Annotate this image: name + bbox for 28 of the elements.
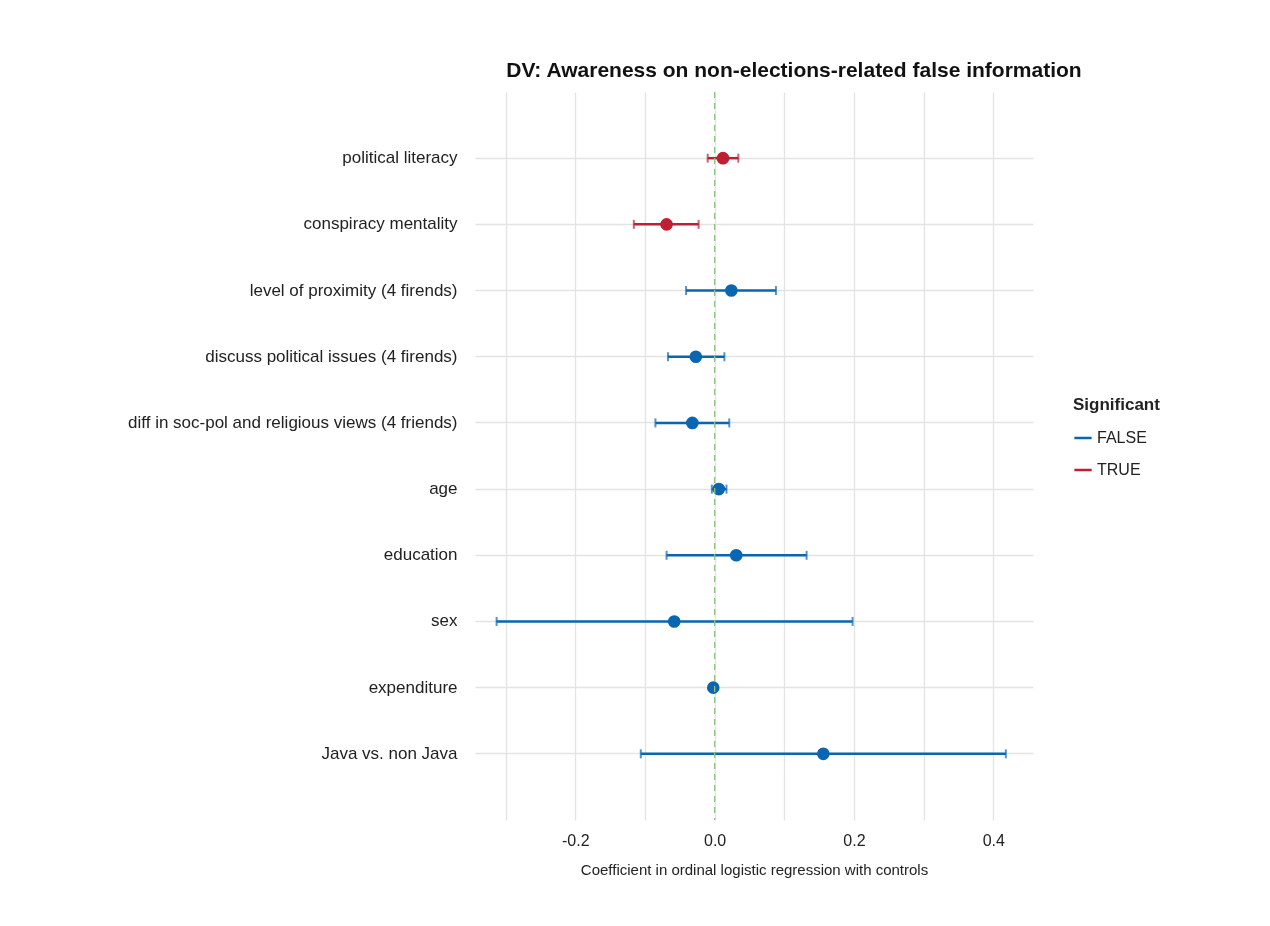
y-tick-label: diff in soc-pol and religious views (4 friends) [128,412,458,432]
x-tick-label: -0.2 [562,831,590,849]
point [725,284,738,297]
legend-label: TRUE [1097,461,1141,478]
point [716,151,730,165]
x-tick-label: 0.0 [704,831,727,849]
point [689,350,703,364]
y-tick-label: conspiracy mentality [303,214,458,234]
y-tick-label: expenditure [368,677,458,697]
point [706,681,720,694]
point [686,416,699,430]
y-tick-label: political literacy [342,148,458,168]
y-tick-label: level of proximity (4 firends) [249,280,458,300]
point [660,218,673,231]
y-tick-label: Java vs. non Java [321,743,459,763]
x-tick-label: 0.2 [843,831,866,849]
legend-label: FALSE [1097,429,1147,446]
y-tick-label: sex [431,611,458,631]
legend-title: Significant [1073,395,1161,414]
x-tick-label: 0.4 [982,831,1006,849]
point [816,747,830,761]
y-tick-label: age [429,479,458,499]
y-tick-label: discuss political issues (4 firends) [205,346,458,366]
point [729,548,743,562]
x-axis-title: Coefficient in ordinal logistic regression with controls [580,860,929,878]
point [667,615,681,628]
chart-title: DV: Awareness on non-elections-related false information [506,58,1082,82]
y-tick-label: education [383,545,458,565]
